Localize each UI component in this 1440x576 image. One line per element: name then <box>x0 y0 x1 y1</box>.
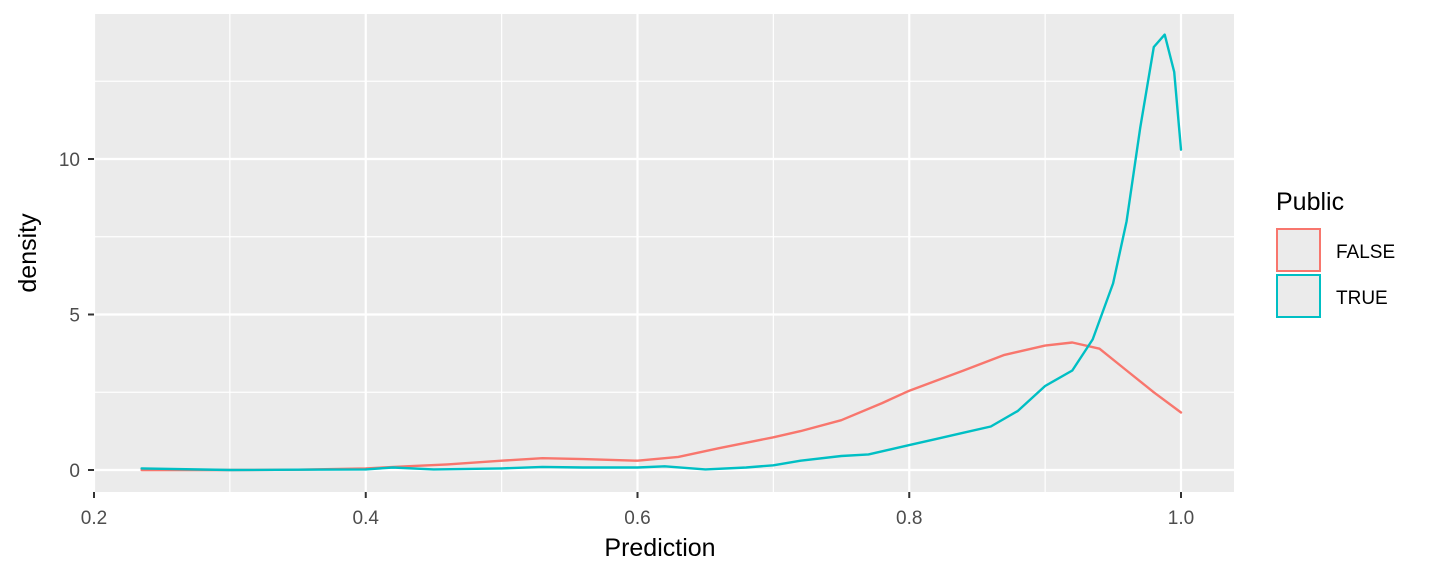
x-tick-label: 0.8 <box>896 508 922 529</box>
legend-label-false: FALSE <box>1336 242 1395 263</box>
legend-key-true <box>1276 274 1321 318</box>
y-axis: 0 5 10 <box>59 150 94 482</box>
legend-title: Public <box>1276 188 1344 216</box>
grid-major <box>92 14 1234 492</box>
x-axis: 0.2 0.4 0.6 0.8 1.0 <box>81 492 1194 529</box>
y-tick-label: 10 <box>59 150 80 171</box>
y-axis-title: density <box>14 213 42 293</box>
series-line-true <box>140 33 1183 472</box>
legend-label-true: TRUE <box>1336 288 1388 309</box>
x-tick-label: 0.6 <box>624 508 650 529</box>
legend-key-false <box>1276 228 1321 272</box>
x-tick-label: 0.2 <box>81 508 107 529</box>
grid-minor <box>94 14 1234 492</box>
series-line-false <box>140 341 1183 472</box>
y-tick-label: 5 <box>69 306 80 327</box>
y-tick-label: 0 <box>69 461 80 482</box>
panel-background <box>94 14 1234 492</box>
x-axis-title: Prediction <box>604 534 715 562</box>
x-tick-label: 1.0 <box>1168 508 1194 529</box>
x-tick-label: 0.4 <box>353 508 380 529</box>
series-layer <box>140 33 1183 472</box>
legend: Public FALSE TRUE <box>1276 188 1395 318</box>
